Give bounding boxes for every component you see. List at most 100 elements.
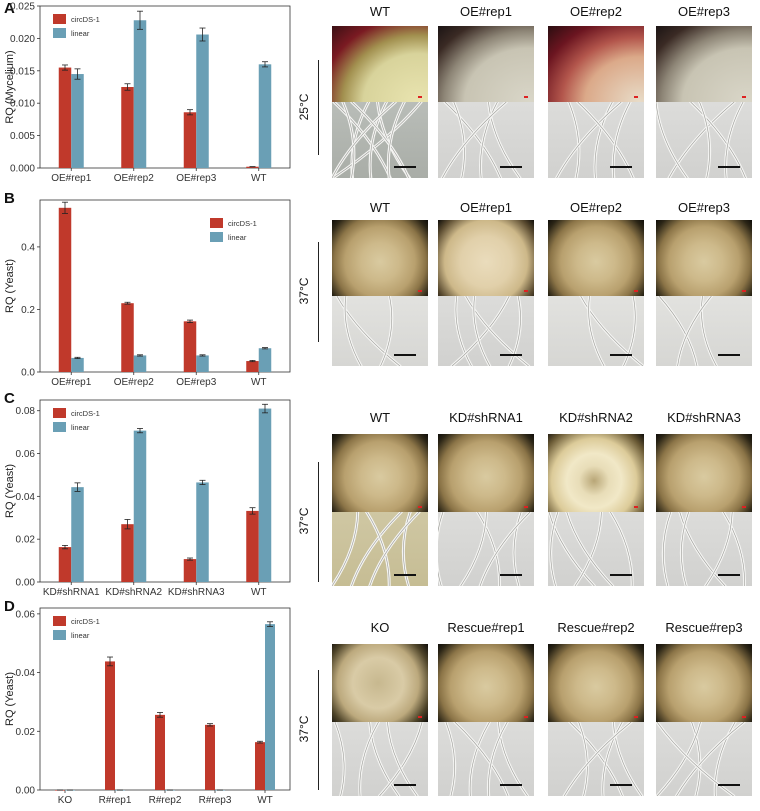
chart-a: 0.000 0.005 0.010 0.015 0.020 0.025 RQ (Myceli… <box>0 0 300 184</box>
scale-bar <box>394 166 416 168</box>
legend-label: linear <box>228 233 247 242</box>
scale-bar <box>718 784 740 786</box>
hypha-edge <box>668 102 735 178</box>
hypha-edge <box>442 102 507 178</box>
scale-bar <box>394 574 416 576</box>
scale-mark <box>742 506 746 508</box>
legend-label: circDS-1 <box>71 409 100 418</box>
hypha-edge <box>342 102 355 178</box>
temperature-divider <box>318 462 319 582</box>
hypha-edge <box>488 102 521 178</box>
scale-mark <box>418 716 422 718</box>
hypha-edge <box>577 102 634 178</box>
y-axis-label: RQ (Yeast) <box>4 672 16 726</box>
hypha-edge <box>469 722 490 796</box>
column-label: OE#rep1 <box>459 200 513 215</box>
bar-circds1 <box>121 87 134 168</box>
bar-linear <box>196 482 209 582</box>
hypha-stroke <box>332 512 360 586</box>
micrograph-image <box>656 512 752 586</box>
plot-frame <box>39 399 291 583</box>
hypha-edge <box>369 512 420 586</box>
hypha-edge <box>656 102 688 178</box>
hyphae-drawing <box>332 512 421 586</box>
y-tick-label: 0.4 <box>21 242 35 253</box>
legend-swatch <box>53 616 66 626</box>
column-label: KD#shRNA1 <box>449 410 523 425</box>
y-axis-label: RQ (Yeast) <box>4 259 16 313</box>
hypha-edge <box>366 512 390 586</box>
hypha-edge <box>550 512 559 586</box>
bar-circds1 <box>246 166 259 168</box>
hyphae-drawing <box>562 722 644 796</box>
micrograph-image <box>438 102 534 178</box>
y-tick-label: 0.04 <box>16 492 36 503</box>
bar-circds1 <box>183 559 197 582</box>
column-label: OE#rep3 <box>677 4 731 19</box>
micrograph-image <box>656 722 752 796</box>
scale-bar <box>394 354 416 356</box>
hypha-edge <box>473 296 491 366</box>
hypha-stroke <box>657 296 699 366</box>
x-tick-label: OE#rep2 <box>114 377 154 388</box>
colony-image <box>438 220 534 296</box>
hypha-edge <box>705 512 733 586</box>
hypha-edge <box>403 512 411 586</box>
colony-image <box>656 220 752 296</box>
hypha-edge <box>658 296 698 366</box>
column-label: Rescue#rep2 <box>557 620 635 635</box>
hypha-edge <box>610 512 633 586</box>
scale-bar <box>500 166 522 168</box>
micrograph-image <box>548 102 644 178</box>
x-tick-label: OE#rep3 <box>176 377 216 388</box>
scale-mark <box>634 290 638 292</box>
chart-b: 0.0 0.2 0.4 RQ (Yeast) OE#rep1 OE#rep2 OE#rep3… <box>0 192 300 392</box>
column-label: OE#rep2 <box>569 200 623 215</box>
y-axis-label: RQ (Mycelium) <box>4 50 16 123</box>
hypha-edge <box>379 722 423 796</box>
bar-linear <box>133 355 147 372</box>
temperature-label: 25°C <box>297 93 311 120</box>
hypha-edge <box>453 102 465 178</box>
micrograph-image <box>332 102 428 178</box>
panel-letter-c: C <box>4 390 15 407</box>
scale-mark <box>742 716 746 718</box>
bar-circds1 <box>205 724 215 790</box>
hypha-stroke <box>358 722 381 796</box>
bar-circds1 <box>58 67 72 168</box>
plot-frame <box>39 199 291 373</box>
legend-label: linear <box>71 29 90 38</box>
bar-circds1 <box>246 510 259 582</box>
hypha-edge <box>691 722 701 796</box>
hypha-edge <box>612 102 631 178</box>
micrograph-image <box>656 102 752 178</box>
y-tick-label: 0.02 <box>16 535 36 546</box>
hypha-edge <box>588 296 605 366</box>
column-label: Rescue#rep3 <box>665 620 743 635</box>
y-tick-label: 0.020 <box>10 34 35 45</box>
hypha-edge <box>725 102 744 178</box>
y-tick-label: 0.010 <box>10 99 35 110</box>
hypha-edge <box>508 296 521 366</box>
column-label: OE#rep1 <box>459 4 513 19</box>
column-label: KD#shRNA2 <box>559 410 633 425</box>
legend-swatch <box>53 14 66 24</box>
micrograph-image <box>332 722 428 796</box>
bar-linear <box>196 34 209 169</box>
hypha-edge <box>566 512 613 586</box>
hypha-edge <box>438 512 444 586</box>
x-tick-label: WT <box>251 377 267 388</box>
legend-swatch <box>53 630 66 640</box>
hypha-edge <box>613 722 643 796</box>
colony-image <box>656 644 752 722</box>
scale-mark <box>418 290 422 292</box>
column-label: WT <box>369 200 391 215</box>
micrograph-image <box>332 512 428 586</box>
legend-label: linear <box>71 423 90 432</box>
hypha-edge <box>369 722 400 796</box>
x-tick-label: KD#shRNA3 <box>168 587 225 598</box>
legend-label: circDS-1 <box>228 219 257 228</box>
column-label: WT <box>369 410 391 425</box>
colony-image <box>548 434 644 512</box>
micrograph-image <box>548 296 644 366</box>
